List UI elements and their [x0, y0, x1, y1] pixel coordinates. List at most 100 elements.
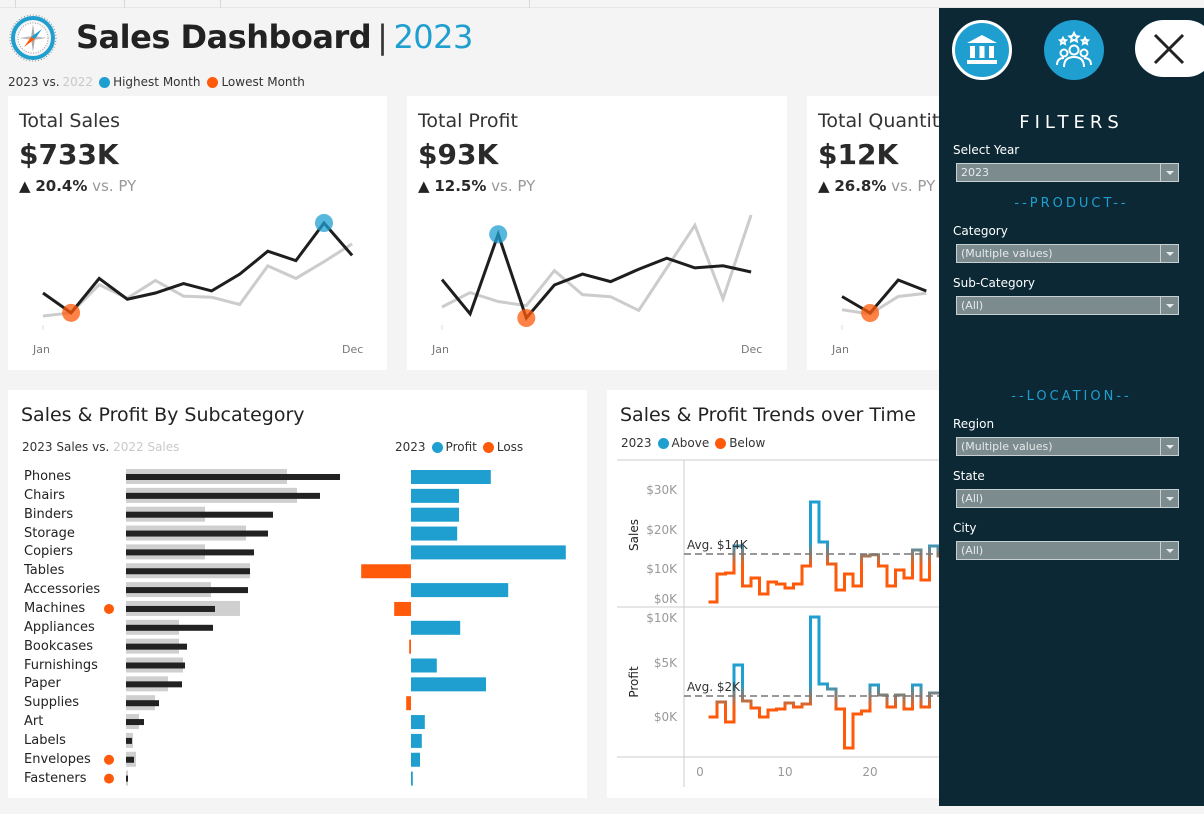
bar-sales-2023[interactable] [126, 587, 248, 594]
lowest-month-marker[interactable] [62, 303, 81, 322]
axis-start-label: Jan [832, 343, 849, 356]
bar-sales-2023[interactable] [126, 643, 187, 650]
kpi-vs: vs. PY [891, 177, 936, 195]
bar-sales-2023[interactable] [126, 775, 128, 782]
legend-loss: Loss [496, 440, 524, 454]
bar-sales-2023[interactable] [126, 719, 144, 726]
average-label: Avg. $14K [687, 538, 749, 552]
page-title: Sales Dashboard | 2023 [76, 18, 473, 56]
lowest-month-marker[interactable] [861, 304, 880, 322]
bar-sales-2023[interactable] [126, 605, 215, 612]
bar-profit[interactable] [361, 564, 411, 579]
bar-profit[interactable] [409, 639, 411, 654]
sales-legend: 2023 Sales vs. 2022 Sales [22, 440, 179, 454]
highest-month-marker[interactable] [315, 214, 333, 232]
step-line-sales[interactable] [708, 500, 947, 604]
y-axis-label: Sales [627, 519, 641, 551]
bar-sales-2023[interactable] [126, 681, 182, 688]
filter-dropdown-sub-category[interactable]: (All) [956, 296, 1179, 315]
bar-sales-2023[interactable] [126, 568, 250, 575]
bar-sales-2023[interactable] [126, 511, 273, 518]
category-label: Art [24, 714, 44, 730]
bar-profit[interactable] [411, 658, 437, 673]
bar-sales-2023[interactable] [126, 624, 213, 631]
filter-dropdown-region[interactable]: (Multiple values) [956, 437, 1179, 456]
category-label: Envelopes [24, 751, 91, 767]
legend-lowest: Lowest Month [221, 75, 305, 89]
up-triangle-icon: ▲ [818, 177, 830, 195]
title-separator: | [377, 18, 388, 56]
category-label: Tables [24, 563, 65, 579]
bar-sales-2023[interactable] [126, 700, 159, 707]
bar-profit[interactable] [411, 583, 509, 598]
filter-dropdown-category[interactable]: (Multiple values) [956, 244, 1179, 263]
bar-sales-2023[interactable] [126, 549, 254, 556]
product-heading: --PRODUCT-- [1014, 196, 1129, 211]
chevron-down-icon[interactable] [1160, 245, 1178, 262]
close-filters-button[interactable] [1135, 20, 1204, 77]
filter-dropdown-city[interactable]: (All) [956, 541, 1179, 560]
chevron-down-icon[interactable] [1160, 164, 1178, 181]
bar-profit[interactable] [411, 733, 422, 748]
y-tick-label: $0K [654, 592, 678, 606]
category-label: Fasteners [24, 770, 87, 786]
bar-sales-2023[interactable] [126, 662, 185, 669]
customer-dashboard-button[interactable] [1044, 20, 1104, 80]
chevron-down-icon[interactable] [1160, 297, 1178, 314]
filter-panel: FILTERS --PRODUCT-- --LOCATION-- Select … [939, 8, 1204, 806]
location-heading: --LOCATION-- [1011, 389, 1132, 404]
highest-month-marker[interactable] [489, 225, 508, 244]
kpi-label: Total Sales [19, 110, 120, 132]
bar-profit[interactable] [411, 715, 425, 730]
section-title: Sales & Profit By Subcategory [21, 404, 305, 426]
chevron-down-icon[interactable] [1160, 490, 1178, 507]
legend-previous-year: 2022 [62, 75, 94, 89]
category-label: Phones [24, 469, 72, 484]
category-label: Storage [24, 525, 75, 541]
bar-profit[interactable] [411, 526, 458, 541]
bar-profit[interactable] [411, 677, 486, 692]
bar-profit[interactable] [411, 620, 461, 635]
current-year-line [440, 229, 752, 321]
bar-profit[interactable] [406, 696, 411, 711]
bar-profit[interactable] [411, 771, 413, 786]
bar-profit[interactable] [411, 752, 420, 767]
bar-sales-2023[interactable] [126, 492, 320, 499]
above-dot-icon [657, 437, 669, 449]
kpi-change-pct: 26.8% [834, 177, 887, 195]
sparkline-quantity [841, 278, 927, 330]
bar-sales-2023[interactable] [126, 737, 132, 744]
bar-profit[interactable] [411, 545, 566, 560]
x-tick-label: 0 [696, 765, 704, 779]
dropdown-value: (All) [961, 544, 984, 557]
previous-year-line [441, 214, 753, 313]
bar-sales-2023[interactable] [126, 474, 340, 480]
trend-legend: 2023 Above Below [621, 436, 765, 450]
filter-dropdown-state[interactable]: (All) [956, 489, 1179, 508]
category-label: Binders [24, 506, 74, 522]
bar-profit[interactable] [394, 601, 411, 616]
lowest-month-marker[interactable] [517, 309, 536, 327]
overview-dashboard-button[interactable] [952, 20, 1012, 80]
kpi-change-pct: 20.4% [35, 177, 88, 195]
step-line-profit[interactable] [708, 615, 947, 750]
kpi-label: Total Profit [418, 110, 518, 132]
previous-year-line [42, 242, 353, 318]
bar-sales-2023[interactable] [126, 756, 134, 763]
profit-legend: 2023 Profit Loss [395, 440, 523, 454]
chevron-down-icon[interactable] [1160, 438, 1178, 455]
bar-profit[interactable] [411, 507, 459, 522]
highest-dot-icon [99, 76, 111, 88]
filter-label: Sub-Category [953, 276, 1035, 290]
legend-highest: Highest Month [113, 75, 201, 89]
chevron-down-icon[interactable] [1160, 542, 1178, 559]
subcategory-bar-chart [104, 469, 566, 786]
bar-profit[interactable] [411, 488, 459, 503]
kpi-card-profit: Total Profit $93K ▲ 12.5% vs. PY Jan Dec [407, 96, 787, 370]
bar-sales-2023[interactable] [126, 530, 268, 537]
bar-profit[interactable] [411, 470, 491, 484]
kpi-vs: vs. PY [92, 177, 137, 195]
legend-year: 2023 [621, 436, 652, 450]
x-tick-label: 10 [777, 765, 792, 779]
filter-dropdown-select-year[interactable]: 2023 [956, 163, 1179, 182]
